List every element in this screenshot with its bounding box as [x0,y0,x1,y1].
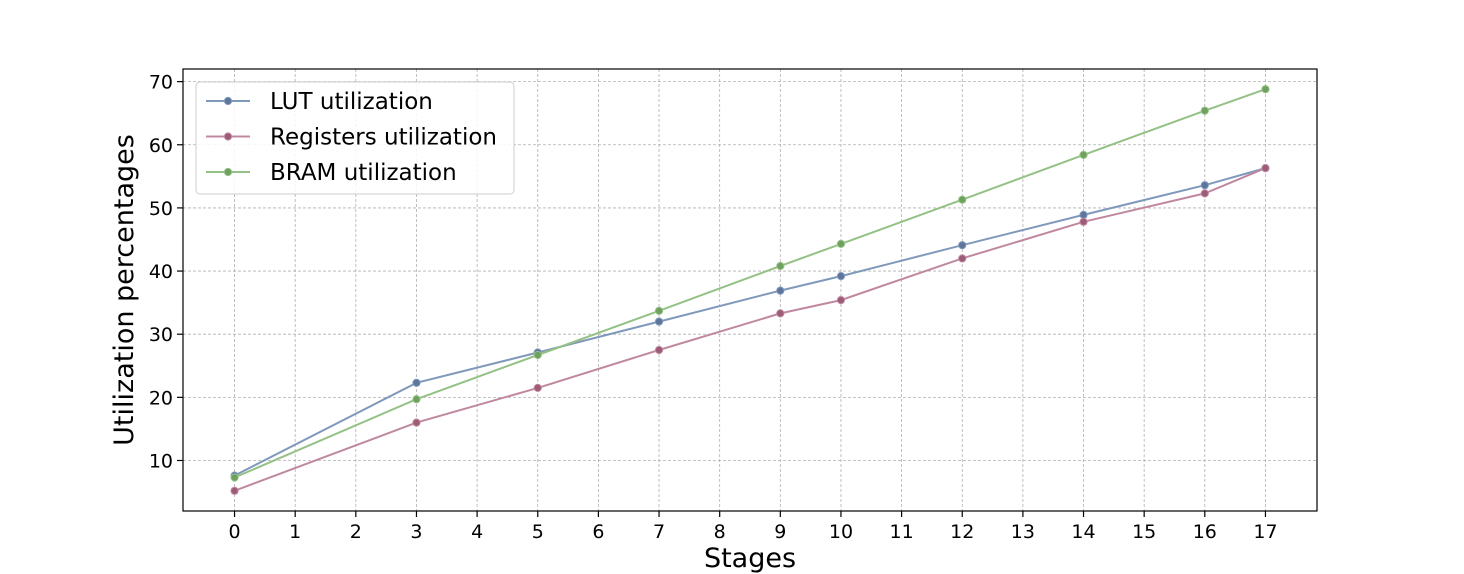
data-point [1079,217,1088,226]
series-0 [230,164,1270,480]
data-point [654,345,664,355]
data-point [230,486,239,495]
data-point [412,378,421,387]
data-point [776,309,785,318]
x-tick-label: 3 [410,521,422,543]
legend-swatch-marker [223,132,233,141]
x-tick-label: 13 [1011,521,1035,543]
data-point [958,241,967,250]
data-point [1200,106,1209,115]
data-point [1079,210,1088,219]
x-tick-label: 8 [714,521,726,543]
x-tick-label: 11 [890,521,914,543]
data-point [958,195,967,204]
x-tick-label: 12 [950,521,974,543]
data-point [654,306,664,315]
x-tick-label: 0 [228,521,240,543]
x-tick-label: 9 [774,521,786,543]
y-tick-label: 40 [149,261,173,283]
grid [183,69,1317,511]
data-point [1079,150,1088,159]
x-tick-label: 17 [1253,521,1277,543]
legend-swatch-marker [223,96,233,106]
data-point [1200,189,1209,198]
data-point [836,239,846,249]
data-point [533,383,542,392]
legend-entry-0: LUT utilization [206,89,433,115]
x-tick-label: 2 [350,521,362,543]
x-tick-label: 4 [471,521,483,543]
x-tick-label: 10 [829,521,853,543]
data-point [533,350,542,360]
x-tick-label: 7 [653,521,665,543]
legend-entry-1: Registers utilization [206,125,497,151]
plot-frame [182,68,1318,512]
y-tick-label: 70 [149,72,173,94]
data-point [230,473,239,482]
legend-entry-2: BRAM utilization [206,160,457,186]
legend-label: LUT utilization [270,89,433,115]
y-axis-label: Utilization percentages [109,134,140,446]
y-tick-label: 60 [149,135,173,157]
y-tick-label: 50 [149,198,173,220]
x-tick-label: 15 [1132,521,1156,543]
y-tick-label: 30 [149,324,173,346]
data-point [412,395,421,404]
series-line [234,88,1266,479]
y-tick-label: 10 [149,450,173,472]
data-point [958,254,967,263]
data-point [836,272,846,281]
legend: LUT utilization Registers utilization BRAM… [195,81,515,195]
data-point [412,418,421,427]
legend-label: Registers utilization [270,125,497,151]
legend-label: BRAM utilization [270,160,457,186]
x-axis-label: Stages [704,543,796,574]
series-lines [230,85,1270,495]
series-1 [230,164,1270,495]
data-point [776,286,785,295]
legend-box [195,81,515,195]
y-tick-label: 20 [149,387,173,409]
legend-swatch-marker [223,167,233,177]
data-point [836,296,846,305]
series-line [234,167,1266,492]
x-tick-label: 16 [1193,521,1217,543]
x-tick-label: 14 [1071,521,1095,543]
data-point [1261,164,1270,173]
data-point [654,317,664,326]
data-point [1200,181,1209,190]
x-tick-label: 1 [289,521,301,543]
data-point [776,261,785,271]
data-point [1261,85,1270,94]
series-line [234,167,1266,477]
x-tick-label: 5 [532,521,544,543]
x-tick-label: 6 [592,521,604,543]
series-2 [230,85,1270,482]
